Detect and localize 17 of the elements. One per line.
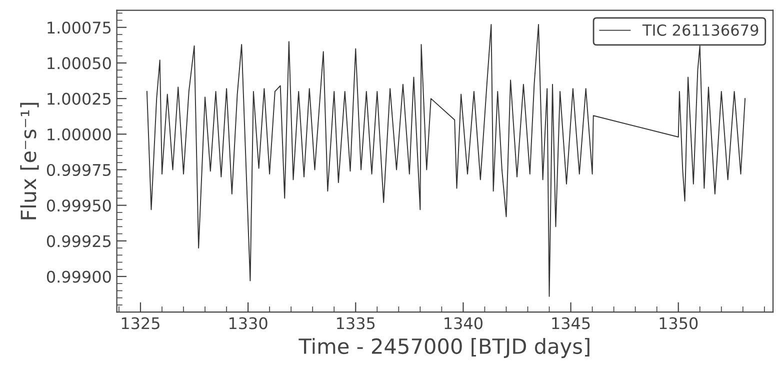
x-tick-label: 1340	[444, 317, 482, 330]
y-axis-title: Flux [e⁻s⁻¹]	[20, 102, 39, 220]
y-tick-label: 1.00025	[48, 92, 111, 105]
y-tick-label: 0.99900	[46, 270, 111, 283]
x-axis-title: Time - 2457000 [BTJD days]	[298, 338, 590, 358]
x-tick-label: 1330	[229, 317, 268, 330]
y-tick-label: 0.99975	[46, 164, 111, 176]
x-tick-label: 1350	[660, 317, 698, 330]
y-tick-label: 1.00050	[48, 57, 111, 70]
x-tick-label: 1345	[552, 317, 590, 330]
y-tick-label: 1.00000	[48, 128, 111, 140]
x-tick-label: 1325	[122, 317, 160, 330]
y-tick-label: 0.99925	[46, 235, 111, 248]
x-tick-label: 1335	[337, 317, 375, 330]
legend-label: TIC 261136679	[642, 24, 758, 36]
y-tick-label: 1.00075	[48, 22, 111, 34]
y-tick-label: 0.99950	[46, 200, 111, 212]
